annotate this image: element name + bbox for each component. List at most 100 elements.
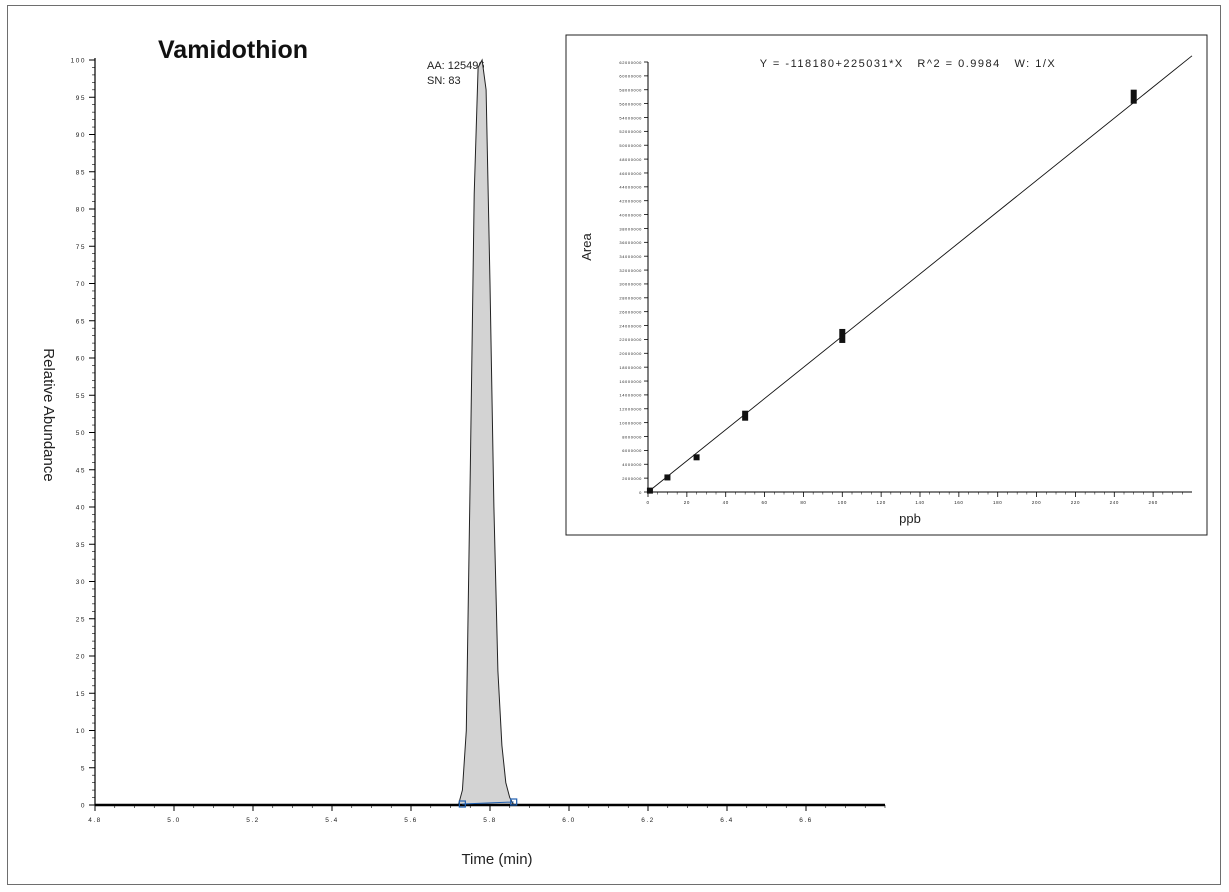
- y-tick-label: 85: [76, 169, 86, 176]
- y-tick-label: 45: [76, 467, 86, 474]
- inset-y-tick-label: 28000000: [619, 296, 642, 301]
- x-tick-label: 6.0: [562, 817, 576, 824]
- inset-y-tick-label: 10000000: [619, 420, 642, 425]
- integration-baseline: [462, 801, 514, 805]
- y-tick-label: 15: [76, 691, 86, 698]
- y-tick-label: 55: [76, 393, 86, 400]
- inset-y-tick-label: 46000000: [619, 171, 642, 176]
- inset-x-tick-label: 100: [838, 500, 847, 505]
- inset-y-tick-label: 34000000: [619, 254, 642, 259]
- inset-y-tick-label: 52000000: [619, 129, 642, 134]
- inset-x-tick-label: 60: [761, 500, 767, 505]
- inset-x-tick-label: 20: [684, 500, 690, 505]
- y-tick-label: 95: [76, 95, 86, 102]
- y-axis-label: Relative Abundance: [40, 348, 57, 481]
- inset-y-tick-label: 20000000: [619, 351, 642, 356]
- inset-y-tick-label: 40000000: [619, 212, 642, 217]
- inset-y-axis-label: Area: [579, 233, 594, 261]
- inset-x-tick-label: 80: [800, 500, 806, 505]
- inset-x-tick-label: 160: [954, 500, 963, 505]
- x-tick-label: 5.4: [325, 817, 339, 824]
- x-tick-label: 6.4: [720, 817, 734, 824]
- inset-y-tick-label: 48000000: [619, 157, 642, 162]
- y-tick-label: 20: [76, 654, 86, 661]
- inset-y-tick-label: 26000000: [619, 309, 642, 314]
- inset-y-tick-label: 50000000: [619, 143, 642, 148]
- inset-x-axis-label: ppb: [899, 511, 921, 526]
- peak-sn-label: SN: 83: [427, 75, 461, 87]
- x-axis-label: Time (min): [461, 851, 532, 868]
- y-tick-label: 70: [76, 281, 86, 288]
- y-tick-label: 100: [71, 58, 86, 65]
- chromatogram-plot-area: 0 5 10 15 20 25 30 35 40 45 50 55 60 65 70 75 80 85 90 95 10…: [71, 58, 886, 824]
- y-tick-label: 75: [76, 244, 86, 251]
- inset-x-tick-label: 240: [1110, 500, 1119, 505]
- y-tick-label: 60: [76, 356, 86, 363]
- y-tick-label: 0: [81, 803, 86, 810]
- peak-area-label: AA: 125496: [427, 60, 485, 72]
- inset-y-tick-label: 6000000: [622, 448, 642, 453]
- inset-y-tick-label: 36000000: [619, 240, 642, 245]
- baseline-end-marker: [510, 798, 518, 806]
- calibration-point: [839, 328, 846, 343]
- calibration-plot-area: 0 2000000 4000000 6000000 8000000 10000000 120…: [619, 55, 1193, 505]
- inset-y-tick-label: 8000000: [622, 434, 642, 439]
- inset-y-tick-label: 16000000: [619, 379, 642, 384]
- inset-y-tick-label: 58000000: [619, 88, 642, 93]
- fit-line: [647, 55, 1193, 493]
- calibration-point: [693, 454, 700, 461]
- y-tick-label: 50: [76, 430, 86, 437]
- y-tick-label: 35: [76, 542, 86, 549]
- calibration-point: [742, 410, 749, 421]
- calibration-point: [1130, 89, 1137, 104]
- inset-y-tick-label: 12000000: [619, 407, 642, 412]
- x-tick-label: 5.0: [167, 817, 181, 824]
- inset-y-tick-label: 2000000: [622, 476, 642, 481]
- x-tick-label: 4.8: [88, 817, 102, 824]
- inset-y-tick-label: 0: [639, 490, 642, 495]
- inset-x-tick-label: 120: [876, 500, 885, 505]
- inset-y-tick-label: 32000000: [619, 268, 642, 273]
- inset-y-tick-label: 42000000: [619, 199, 642, 204]
- y-tick-label: 65: [76, 318, 86, 325]
- inset-y-tick-label: 14000000: [619, 393, 642, 398]
- y-tick-label: 90: [76, 132, 86, 139]
- x-tick-label: 5.6: [404, 817, 418, 824]
- chart-title: Vamidothion: [158, 36, 308, 64]
- inset-y-tick-label: 56000000: [619, 101, 642, 106]
- inset-y-tick-label: 60000000: [619, 74, 642, 79]
- inset-y-tick-label: 38000000: [619, 226, 642, 231]
- y-tick-label: 25: [76, 616, 86, 623]
- inset-y-tick-label: 54000000: [619, 115, 642, 120]
- y-tick-label: 80: [76, 207, 86, 214]
- inset-y-tick-label: 24000000: [619, 323, 642, 328]
- inset-y-tick-label: 22000000: [619, 337, 642, 342]
- y-tick-label: 40: [76, 505, 86, 512]
- inset-y-tick-label: 4000000: [622, 462, 642, 467]
- calibration-point: [646, 487, 653, 494]
- inset-x-tick-label: 0: [646, 500, 649, 505]
- inset-y-tick-label: 62000000: [619, 60, 642, 65]
- y-tick-label: 30: [76, 579, 86, 586]
- inset-x-tick-label: 220: [1071, 500, 1080, 505]
- x-tick-label: 5.2: [246, 817, 260, 824]
- inset-x-tick-label: 40: [723, 500, 729, 505]
- y-tick-label: 5: [81, 765, 86, 772]
- inset-x-tick-label: 180: [993, 500, 1002, 505]
- inset-y-tick-label: 44000000: [619, 185, 642, 190]
- inset-x-tick-label: 140: [915, 500, 924, 505]
- inset-frame: [565, 34, 1208, 536]
- inset-x-tick-label: 260: [1148, 500, 1157, 505]
- x-tick-label: 6.2: [641, 817, 655, 824]
- calibration-point: [664, 474, 671, 481]
- calibration-equation: Y = -118180+225031*X R^2 = 0.9984 W: 1/X: [760, 58, 1057, 70]
- inset-y-tick-label: 18000000: [619, 365, 642, 370]
- x-tick-label: 6.6: [799, 817, 813, 824]
- y-tick-label: 10: [76, 728, 86, 735]
- inset-y-tick-label: 30000000: [619, 282, 642, 287]
- x-tick-label: 5.8: [483, 817, 497, 824]
- inset-x-tick-label: 200: [1032, 500, 1041, 505]
- baseline-start-marker: [458, 800, 466, 808]
